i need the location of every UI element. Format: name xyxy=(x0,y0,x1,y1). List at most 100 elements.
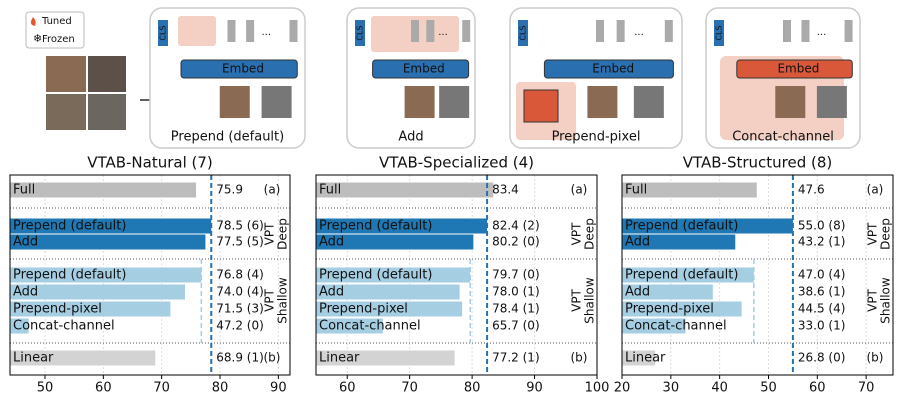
diagram: CLS ... Embed Prepend (default) CLS ... Embed A… xyxy=(149,7,861,149)
prompt-area xyxy=(178,16,216,46)
value-label: 83.4 xyxy=(492,183,519,197)
group-label: (b) xyxy=(571,351,588,365)
patch xyxy=(88,94,126,130)
token xyxy=(246,20,255,42)
group-label: Deep xyxy=(583,218,597,250)
category-label: Prepend-pixel xyxy=(625,302,714,317)
bar xyxy=(622,318,686,334)
bar xyxy=(316,234,474,250)
snow-icon: ❄ xyxy=(33,32,42,45)
image-patch xyxy=(775,86,806,118)
bar xyxy=(10,284,185,300)
bar xyxy=(622,234,736,250)
group-label: VPT xyxy=(866,222,880,245)
image-patch xyxy=(261,86,292,118)
image-patch xyxy=(816,86,847,118)
token xyxy=(411,20,419,42)
ellipsis: ... xyxy=(817,27,827,38)
image-patch xyxy=(404,86,435,118)
category-label: Prepend-pixel xyxy=(319,302,408,317)
category-label: Prepend (default) xyxy=(13,268,126,283)
embed-box xyxy=(372,59,470,79)
category-label: Prepend (default) xyxy=(625,268,738,283)
fire-icon xyxy=(30,17,36,26)
embed-label: Embed xyxy=(222,62,264,76)
legend-tuned: Tuned xyxy=(41,16,72,27)
x-tick-label: 80 xyxy=(212,381,229,396)
x-tick-label: 30 xyxy=(663,381,680,396)
category-label: Linear xyxy=(625,351,666,366)
panel-label: Add xyxy=(398,130,423,145)
group-label: (b) xyxy=(264,351,281,365)
token xyxy=(289,20,298,42)
value-label: 47.0 (4) xyxy=(798,268,846,282)
cls-label: CLS xyxy=(159,25,168,40)
token xyxy=(426,20,435,42)
panel-label: Prepend (default) xyxy=(171,130,284,145)
patch xyxy=(88,56,126,92)
value-label: 77.2 (1) xyxy=(492,351,540,365)
bar xyxy=(316,267,471,283)
charts: VTAB-Natural (7) 50 60 70 80 90 Full Prepend (d… xyxy=(9,154,894,396)
bar xyxy=(10,182,197,198)
category-label: Add xyxy=(319,235,344,250)
group-label: VPT xyxy=(866,288,880,311)
x-tick-label: 80 xyxy=(464,381,481,396)
cls-token xyxy=(714,20,724,46)
patch xyxy=(46,94,86,130)
embed-label: Embed xyxy=(777,62,819,76)
embed-box xyxy=(180,59,298,79)
x-tick-label: 60 xyxy=(95,381,112,396)
category-label: Concat-channel xyxy=(13,319,115,334)
bar xyxy=(10,267,202,283)
value-label: 44.5 (4) xyxy=(798,302,846,316)
group-label: (a) xyxy=(867,183,884,197)
x-tick-label: 50 xyxy=(760,381,777,396)
token xyxy=(227,20,236,42)
ellipsis: ... xyxy=(261,27,271,38)
cls-token xyxy=(355,20,365,46)
value-label: 65.7 (0) xyxy=(492,319,540,333)
value-label: 78.5 (6) xyxy=(216,219,264,233)
bar xyxy=(316,318,383,334)
category-label: Add xyxy=(13,285,38,300)
panel-label: Concat-channel xyxy=(732,130,834,145)
token xyxy=(462,20,471,42)
category-label: Add xyxy=(625,285,650,300)
panel-label: Prepend-pixel xyxy=(552,130,641,145)
x-tick-label: 60 xyxy=(339,381,356,396)
category-label: Prepend-pixel xyxy=(13,302,102,317)
bar xyxy=(10,234,206,250)
cls-label: CLS xyxy=(715,25,724,40)
bar xyxy=(622,218,793,234)
group-label: (b) xyxy=(867,351,884,365)
bar xyxy=(316,301,463,317)
category-label: Concat-channel xyxy=(319,319,421,334)
group-label: (a) xyxy=(264,183,281,197)
pixel-prompt xyxy=(523,89,559,123)
bar xyxy=(622,267,754,283)
bar xyxy=(316,350,455,366)
cls-token xyxy=(518,20,528,46)
bar xyxy=(622,350,656,366)
bar xyxy=(10,218,212,234)
ellipsis: ... xyxy=(634,27,644,38)
embed-label: Embed xyxy=(403,62,445,76)
token xyxy=(801,20,810,42)
category-label: Full xyxy=(319,183,341,198)
value-label: 79.7 (0) xyxy=(492,268,540,282)
group-label: Shallow xyxy=(583,277,597,324)
bar xyxy=(622,301,742,317)
group-label: Deep xyxy=(879,218,893,250)
category-label: Linear xyxy=(13,351,54,366)
value-label: 47.2 (0) xyxy=(216,319,264,333)
image-patch xyxy=(219,86,250,118)
cls-label: CLS xyxy=(356,25,365,40)
bar xyxy=(316,182,494,198)
value-label: 76.8 (4) xyxy=(216,268,264,282)
legend-box xyxy=(25,11,85,49)
value-label: 47.6 xyxy=(798,183,825,197)
category-label: Add xyxy=(625,235,650,250)
token xyxy=(664,20,673,42)
